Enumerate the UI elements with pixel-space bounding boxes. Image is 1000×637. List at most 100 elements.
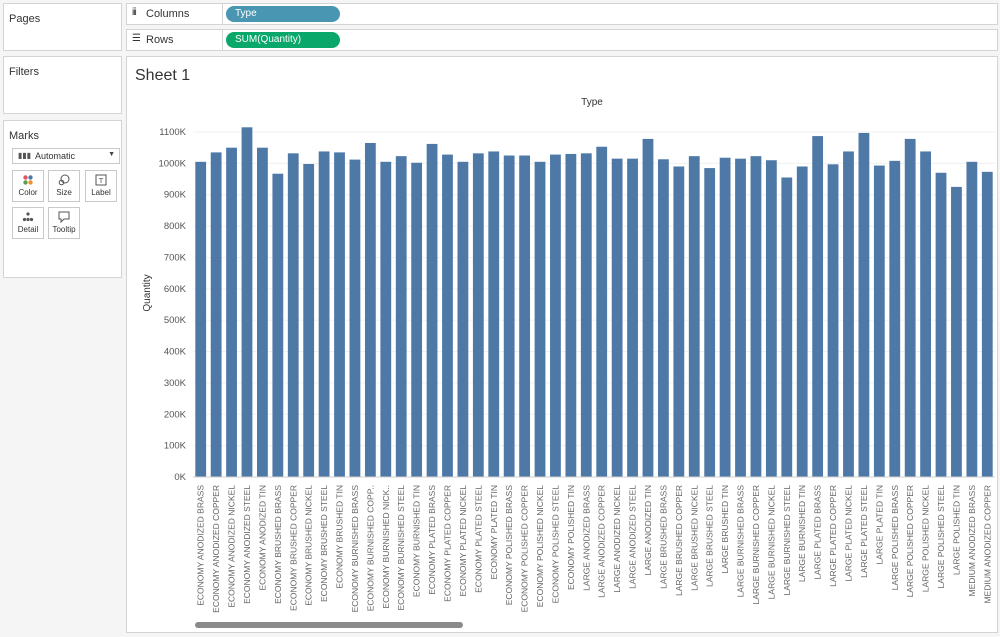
detail-button[interactable]: Detail xyxy=(12,207,44,239)
x-tick-label: ECONOMY POLISHED COPPER xyxy=(520,485,530,612)
y-tick-label: 900K xyxy=(164,190,187,201)
svg-text:T: T xyxy=(98,177,104,185)
bar xyxy=(550,154,561,477)
rows-shelf-label: ☰ Rows xyxy=(127,30,223,50)
filters-card[interactable]: Filters xyxy=(3,56,122,114)
x-tick-label: LARGE BURNISHED BRASS xyxy=(736,485,746,598)
columns-shelf[interactable]: iii Columns Type xyxy=(126,3,998,25)
tooltip-button[interactable]: Tooltip xyxy=(48,207,80,239)
bar xyxy=(750,156,762,477)
x-tick-label: ECONOMY BRUSHED BRASS xyxy=(273,485,283,604)
bar xyxy=(627,158,638,477)
bar xyxy=(658,159,669,477)
bar xyxy=(349,159,361,477)
y-tick-label: 1000K xyxy=(159,158,187,169)
bar xyxy=(380,161,392,478)
bar xyxy=(951,186,962,477)
y-axis-label: Quantity xyxy=(142,274,153,311)
bar xyxy=(272,173,284,477)
bar xyxy=(395,156,407,477)
x-tick-label: ECONOMY PLATED COPPER xyxy=(442,485,452,602)
label-icon: T xyxy=(86,171,116,188)
y-tick-label: 600K xyxy=(164,284,187,295)
chevron-down-icon: ▼ xyxy=(108,151,115,158)
bar xyxy=(442,154,453,477)
horizontal-scrollbar[interactable] xyxy=(195,622,995,628)
x-tick-label: LARGE ANODIZED NICKEL xyxy=(612,485,622,593)
x-tick-label: LARGE BRUSHED STEEL xyxy=(705,485,715,587)
marks-title: Marks xyxy=(9,130,39,142)
bar xyxy=(812,136,824,477)
x-tick-label: ECONOMY ANODIZED TIN xyxy=(257,485,267,590)
bar xyxy=(719,157,731,477)
x-tick-label: ECONOMY BURNISHED NICK.. xyxy=(381,485,391,609)
x-tick-label: ECONOMY BURNISHED COPP.. xyxy=(365,485,375,611)
scrollbar-thumb[interactable] xyxy=(195,622,463,628)
sum-quantity-pill[interactable]: SUM(Quantity) xyxy=(226,32,340,48)
x-tick-label: LARGE PLATED COPPER xyxy=(828,485,838,587)
x-tick-label: LARGE ANODIZED COPPER xyxy=(597,485,607,598)
y-tick-label: 0K xyxy=(174,472,186,483)
bar xyxy=(565,153,577,477)
x-tick-label: LARGE BURNISHED TIN xyxy=(797,485,807,582)
y-tick-label: 700K xyxy=(164,252,187,263)
y-tick-label: 800K xyxy=(164,221,187,232)
rows-icon: ☰ xyxy=(132,33,141,44)
bar xyxy=(195,161,207,478)
x-tick-label: ECONOMY BRUSHED TIN xyxy=(335,485,345,589)
y-tick-label: 500K xyxy=(164,315,187,326)
top-edge xyxy=(0,0,1000,2)
size-button[interactable]: Size xyxy=(48,170,80,202)
y-tick-label: 1100K xyxy=(159,127,186,138)
bar xyxy=(781,177,793,477)
x-tick-label: ECONOMY BRUSHED COPPER xyxy=(288,485,298,611)
bar xyxy=(642,138,654,477)
type-pill[interactable]: Type xyxy=(226,6,340,22)
size-icon xyxy=(49,171,79,188)
bar xyxy=(257,147,268,477)
bar xyxy=(827,164,839,478)
color-label: Color xyxy=(18,188,38,197)
marks-card: Marks ▮▮▮ Automatic ▼ Color Size T Label… xyxy=(3,120,122,278)
mark-type-value: Automatic xyxy=(35,151,76,161)
bar xyxy=(241,127,253,478)
bar xyxy=(287,153,299,477)
x-tick-label: ECONOMY BURNISHED STEEL xyxy=(396,485,406,611)
x-tick-label: MEDIUM ANODIZED BRASS xyxy=(967,485,977,597)
label-button[interactable]: T Label xyxy=(85,170,117,202)
x-tick-label: LARGE POLISHED BRASS xyxy=(890,485,900,591)
x-tick-label: LARGE BRUSHED NICKEL xyxy=(689,485,699,591)
bar xyxy=(411,162,423,477)
x-tick-label: LARGE PLATED BRASS xyxy=(813,485,823,580)
detail-label: Detail xyxy=(17,225,39,234)
color-button[interactable]: Color xyxy=(12,170,44,202)
x-tick-label: MEDIUM ANODIZED COPPER xyxy=(982,485,992,604)
mark-type-dropdown[interactable]: ▮▮▮ Automatic ▼ xyxy=(12,148,120,164)
bar xyxy=(334,152,345,477)
bar xyxy=(611,158,623,477)
x-tick-label: ECONOMY PLATED TIN xyxy=(489,485,499,579)
rows-shelf[interactable]: ☰ Rows SUM(Quantity) xyxy=(126,29,998,51)
bar xyxy=(843,151,854,477)
y-tick-label: 400K xyxy=(164,347,187,358)
x-tick-label: LARGE BRUSHED COPPER xyxy=(674,485,684,596)
x-tick-label: ECONOMY ANODIZED STEEL xyxy=(242,485,252,604)
x-tick-label: ECONOMY POLISHED STEEL xyxy=(550,485,560,604)
bar-chart: Type Quantity 0K 100K 200K 300K 400K 500K 600K 70… xyxy=(142,97,995,613)
bar xyxy=(472,153,484,477)
bar xyxy=(364,142,376,477)
x-tick-label: ECONOMY ANODIZED COPPER xyxy=(211,485,221,613)
tooltip-label: Tooltip xyxy=(52,225,76,234)
bar xyxy=(210,152,222,477)
bar xyxy=(981,171,993,477)
bar xyxy=(488,151,500,477)
x-tick-label: LARGE PLATED NICKEL xyxy=(843,485,853,582)
x-tick-label: LARGE PLATED STEEL xyxy=(859,485,869,578)
bar xyxy=(303,163,315,477)
pages-card[interactable]: Pages xyxy=(3,3,122,51)
bar xyxy=(966,161,978,478)
x-tick-label: ECONOMY POLISHED BRASS xyxy=(504,485,514,606)
bar xyxy=(858,132,870,477)
columns-shelf-label: iii Columns xyxy=(127,4,223,24)
worksheet-view: Sheet 1 Type Quantity 0K 100K 200K 300K 400K 50… xyxy=(126,56,998,633)
